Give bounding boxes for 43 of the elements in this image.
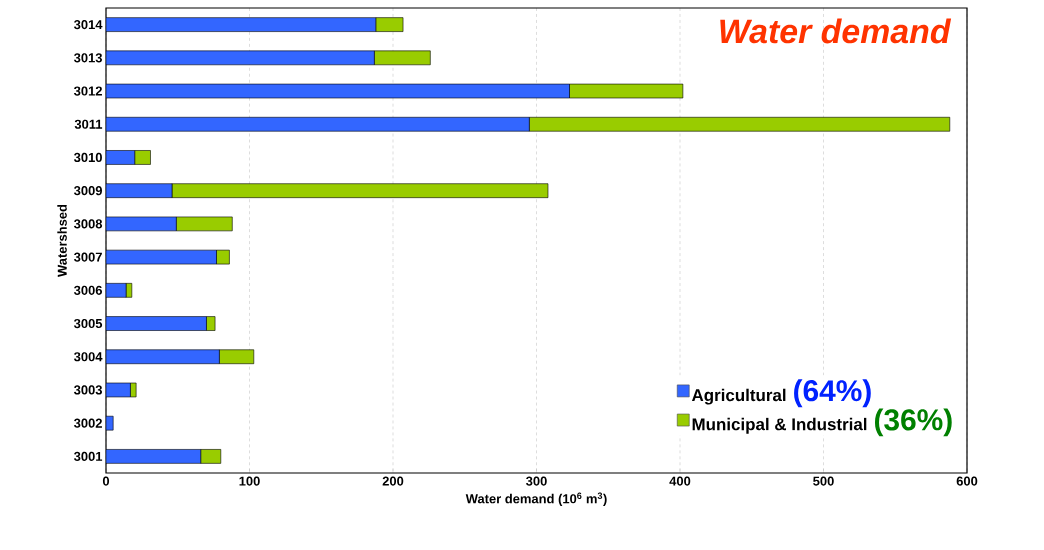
x-tick-label: 200 xyxy=(382,476,404,486)
bar xyxy=(130,382,137,398)
x-tick-label: 300 xyxy=(525,476,547,486)
x-tick-label: 400 xyxy=(669,476,691,486)
bar xyxy=(206,316,216,331)
y-tick-label: 3003 xyxy=(73,385,103,395)
y-tick-label: 3013 xyxy=(73,53,103,63)
bar xyxy=(176,216,233,232)
annotation: (64%) xyxy=(794,379,871,408)
bar xyxy=(106,17,377,32)
bar xyxy=(134,150,151,165)
legend-label: Municipal & Industrial xyxy=(692,417,867,434)
x-axis-title: Water demand (10$^{6}$ m$^{3}$) xyxy=(465,492,607,506)
x-tick-label: 600 xyxy=(956,476,978,486)
bar xyxy=(106,50,375,66)
y-tick-label: 3006 xyxy=(73,285,103,295)
bar xyxy=(219,349,255,365)
chart-title: Water demand xyxy=(720,18,952,44)
y-tick-label: 3011 xyxy=(74,119,103,129)
annotation: (36%) xyxy=(874,408,952,437)
y-tick-label: 3001 xyxy=(73,451,103,461)
bar xyxy=(216,249,230,265)
legend-label: Agricultural xyxy=(691,388,786,405)
x-tick-label: 100 xyxy=(239,476,260,486)
y-axis-title: Watershsed xyxy=(57,204,67,277)
bar xyxy=(106,316,207,331)
y-tick-label: 3008 xyxy=(73,219,103,229)
bar xyxy=(171,183,549,198)
y-tick-label: 3005 xyxy=(73,318,103,329)
y-tick-label: 3009 xyxy=(73,186,102,196)
y-tick-label: 3014 xyxy=(73,20,103,30)
bar xyxy=(106,349,220,365)
y-tick-label: 3012 xyxy=(73,86,102,96)
y-tick-label: 3004 xyxy=(73,352,103,362)
bar xyxy=(106,183,173,198)
bar xyxy=(374,50,431,66)
y-tick-label: 3010 xyxy=(73,152,102,163)
x-tick-label: 0 xyxy=(102,476,110,486)
y-tick-label: 3007 xyxy=(73,252,102,262)
y-tick-label: 3002 xyxy=(73,418,102,428)
x-tick-label: 500 xyxy=(813,476,834,486)
bar xyxy=(106,116,530,132)
bar xyxy=(106,449,202,464)
